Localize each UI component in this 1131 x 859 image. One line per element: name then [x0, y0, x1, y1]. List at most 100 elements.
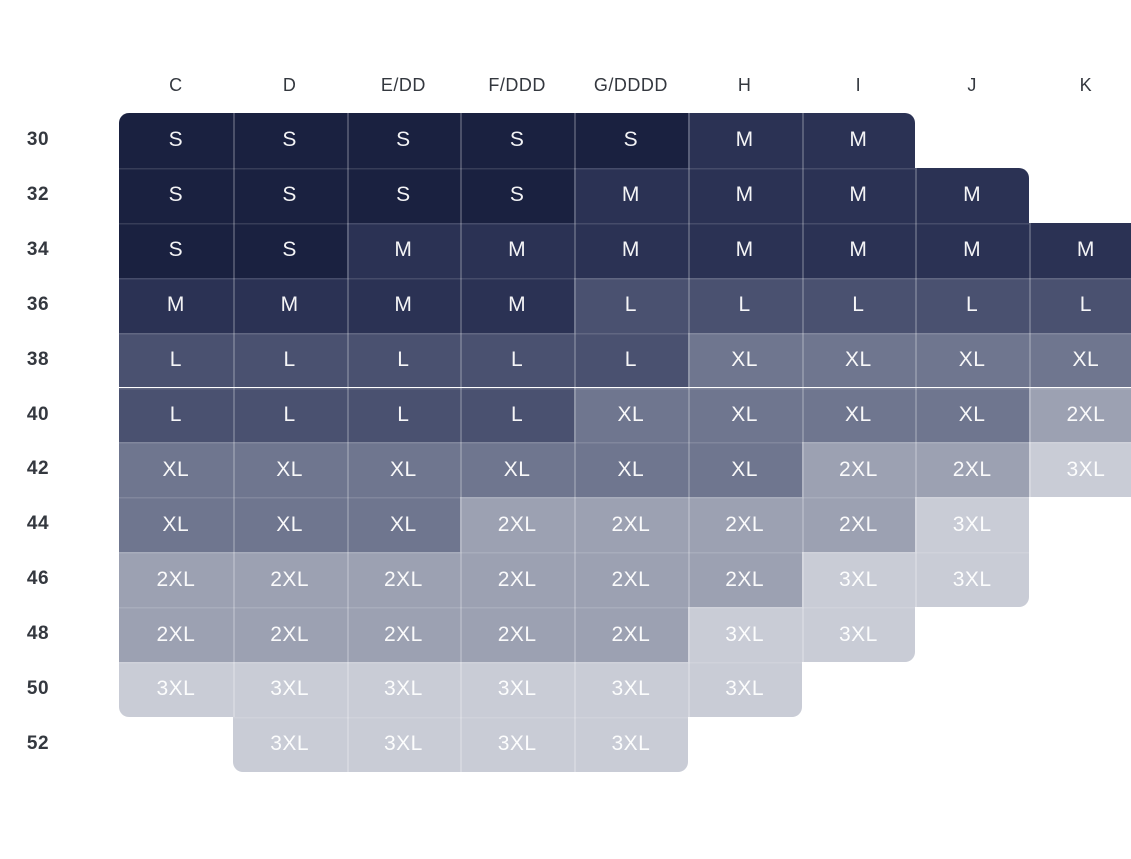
size-cell: XL: [687, 387, 802, 443]
size-cell: 3XL: [119, 662, 233, 717]
size-cell: 2XL: [346, 552, 461, 608]
size-cell: L: [801, 277, 916, 333]
size-cell: 2XL: [119, 607, 233, 662]
size-cell: XL: [119, 442, 233, 498]
row-label: 50: [26, 678, 50, 699]
size-cell: L: [574, 332, 688, 388]
column-header: G/DDDD: [593, 75, 668, 95]
column-header: E/DD: [380, 75, 426, 95]
size-cell: L: [915, 277, 1029, 333]
size-cell: 3XL: [915, 552, 1029, 608]
size-cell: XL: [801, 387, 916, 443]
size-cell: 3XL: [460, 716, 574, 772]
size-cell: 2XL: [232, 607, 347, 662]
column-header: D: [282, 75, 297, 95]
size-cell: S: [232, 113, 347, 168]
size-cell: S: [119, 167, 233, 223]
size-cell: 2XL: [1029, 387, 1131, 443]
size-cell: 3XL: [1029, 442, 1131, 498]
size-cell: 3XL: [232, 716, 347, 772]
size-cell: 3XL: [346, 716, 461, 772]
size-cell: 3XL: [687, 607, 802, 662]
size-cell: 3XL: [574, 716, 688, 772]
size-cell: L: [346, 332, 461, 388]
size-cell: XL: [915, 332, 1029, 388]
size-cell: M: [574, 222, 688, 278]
size-cell: M: [119, 277, 233, 333]
size-cell: XL: [915, 387, 1029, 443]
size-cell: XL: [801, 332, 916, 388]
column-header: H: [737, 75, 752, 95]
size-cell: M: [915, 167, 1029, 223]
size-cell: 2XL: [687, 497, 802, 553]
size-cell: S: [460, 113, 574, 168]
column-header: J: [967, 75, 977, 95]
size-cell: M: [801, 113, 916, 168]
row-label: 46: [26, 568, 50, 590]
column-header: F/DDD: [488, 75, 546, 95]
size-cell: 2XL: [801, 497, 916, 553]
size-cell: 3XL: [801, 552, 916, 608]
size-cell: L: [119, 387, 233, 443]
size-cell: XL: [687, 332, 802, 388]
size-cell: 2XL: [915, 442, 1029, 498]
size-cell: 3XL: [346, 662, 461, 717]
column-header: I: [855, 75, 862, 95]
size-cell: XL: [119, 497, 233, 553]
size-cell: M: [801, 222, 916, 278]
size-cell: 3XL: [232, 662, 347, 717]
size-cell: 2XL: [119, 552, 233, 608]
size-cell: 2XL: [460, 607, 574, 662]
size-cell: XL: [232, 442, 347, 498]
size-cell: 2XL: [346, 607, 461, 662]
size-cell: M: [346, 277, 461, 333]
row-label: 52: [26, 732, 50, 754]
row-label: 36: [26, 293, 50, 315]
size-cell: S: [346, 167, 461, 223]
size-cell: L: [574, 277, 688, 333]
size-cell: M: [1029, 222, 1131, 278]
size-cell: 3XL: [574, 662, 688, 717]
size-cell: M: [915, 222, 1029, 278]
row-label: 42: [26, 458, 50, 480]
size-cell: L: [119, 332, 233, 388]
row-label: 30: [26, 129, 50, 150]
size-cell: L: [687, 277, 802, 333]
size-cell: XL: [460, 442, 574, 498]
size-cell: L: [232, 387, 347, 443]
size-cell: M: [346, 222, 461, 278]
row-label: 32: [26, 183, 50, 205]
row-label: 38: [26, 348, 50, 370]
size-cell: S: [232, 167, 347, 223]
size-cell: 2XL: [574, 607, 688, 662]
size-cell: XL: [346, 442, 461, 498]
size-cell: L: [1029, 277, 1131, 333]
size-cell: 2XL: [460, 497, 574, 553]
size-cell: L: [346, 387, 461, 443]
size-cell: L: [460, 332, 574, 388]
size-cell: 2XL: [801, 442, 916, 498]
size-cell: S: [346, 113, 461, 168]
column-header: K: [1079, 75, 1093, 95]
row-label: 34: [26, 238, 50, 260]
size-cell: XL: [574, 387, 688, 443]
size-cell: XL: [232, 497, 347, 553]
size-cell: 3XL: [915, 497, 1029, 553]
size-cell: 2XL: [574, 552, 688, 608]
size-cell: M: [232, 277, 347, 333]
row-label: 48: [26, 623, 50, 645]
column-header: C: [169, 75, 183, 95]
row-label: 44: [26, 513, 50, 535]
size-cell: 3XL: [460, 662, 574, 717]
size-cell: M: [574, 167, 688, 223]
size-cell: M: [687, 113, 802, 168]
size-cell: S: [460, 167, 574, 223]
size-cell: S: [119, 113, 233, 168]
size-cell: XL: [1029, 332, 1131, 388]
size-cell: 2XL: [574, 497, 688, 553]
row-label: 40: [26, 403, 50, 425]
size-cell: S: [232, 222, 347, 278]
size-cell: M: [460, 222, 574, 278]
size-cell: 3XL: [801, 607, 916, 662]
